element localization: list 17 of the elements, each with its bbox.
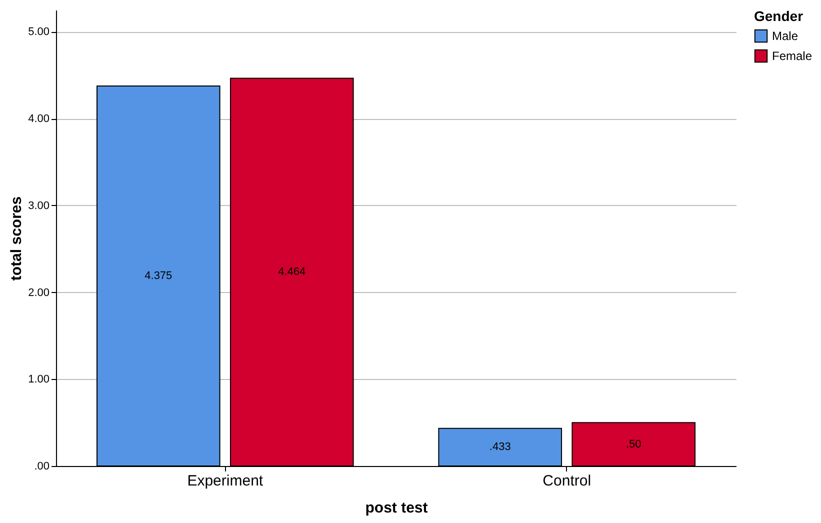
x-tick-label: Experiment <box>187 472 264 490</box>
y-tick-label: .00 <box>34 460 50 472</box>
legend-title: Gender <box>754 8 804 24</box>
legend-label: Female <box>772 49 812 63</box>
legend-label: Male <box>772 29 798 43</box>
y-tick-label: 4.00 <box>28 113 50 126</box>
y-tick-label: 1.00 <box>28 374 50 386</box>
x-tick-label: Control <box>542 472 592 490</box>
y-axis-title: total scores <box>8 196 26 281</box>
y-tick-label: 2.00 <box>28 286 50 299</box>
x-axis-title: post test <box>365 500 428 516</box>
data-label: .50 <box>626 438 642 450</box>
data-label: 4.375 <box>144 270 172 282</box>
y-tick-label: 3.00 <box>28 200 50 212</box>
data-label: .433 <box>489 441 511 454</box>
y-tick-label: 5.00 <box>28 26 50 38</box>
data-label: 4.464 <box>278 266 306 278</box>
